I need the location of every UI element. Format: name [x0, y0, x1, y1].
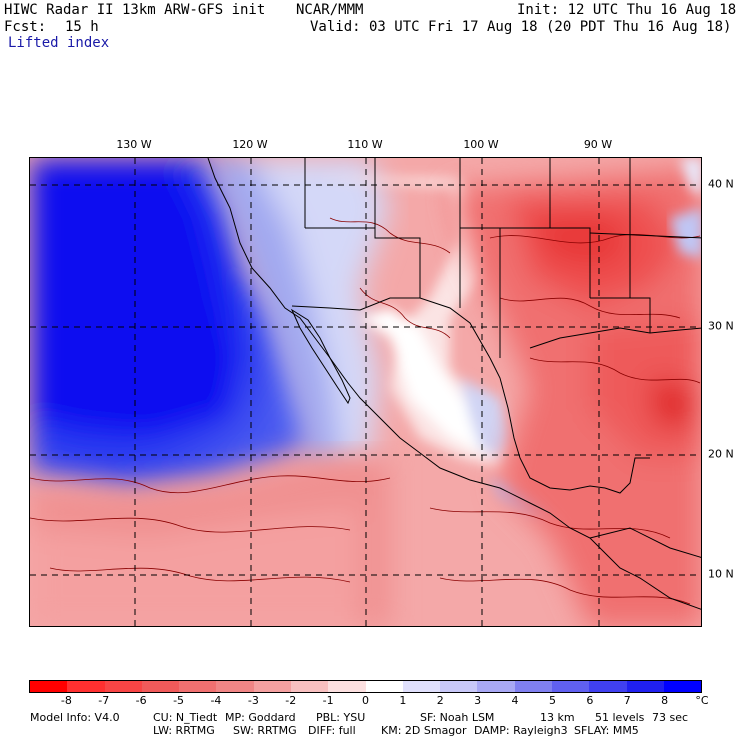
li-contours: [30, 217, 701, 605]
field-name: Lifted index: [8, 35, 110, 51]
lifted-index-map: [29, 157, 702, 627]
lon-label: 120 W: [232, 138, 268, 151]
footer-damp: DAMP: Rayleigh3: [474, 724, 568, 737]
colorbar-swatch: [514, 681, 552, 692]
colorbar-swatch: [365, 681, 403, 692]
footer-model: Model Info: V4.0: [30, 711, 120, 724]
colorbar-swatch: [551, 681, 590, 692]
colorbar-swatch: [141, 681, 180, 692]
colorbar-tick: 2: [436, 694, 444, 707]
map-canvas: [30, 158, 701, 626]
colorbar-tick: -8: [60, 694, 72, 707]
colorbar-swatch: [290, 681, 329, 692]
colorbar-tick: -4: [210, 694, 222, 707]
lon-label: 100 W: [463, 138, 499, 151]
colorbar-swatch: [253, 681, 291, 692]
lat-label: 10 N: [708, 567, 734, 581]
footer-lw: LW: RRTMG: [153, 724, 215, 737]
colorbar-tick: 4: [511, 694, 519, 707]
footer-sw: SW: RRTMG: [233, 724, 297, 737]
footer-levels: 51 levels: [595, 711, 645, 724]
colorbar-tick: 3: [474, 694, 482, 707]
graticule: [30, 158, 701, 626]
colorbar-tick: -3: [247, 694, 259, 707]
colorbar-swatch: [402, 681, 441, 692]
footer-sf: SF: Noah LSM: [420, 711, 495, 724]
coastal-transition: [205, 158, 390, 463]
colorbar-swatch: [104, 681, 142, 692]
colorbar-swatch: [67, 681, 105, 692]
footer-cu: CU: N_Tiedt: [153, 711, 218, 724]
lon-label: 90 W: [583, 138, 613, 151]
ocean-stable-region: [30, 158, 320, 488]
colorbar-tick: 0: [362, 694, 369, 707]
forecast-label: Fcst:: [4, 19, 47, 35]
coastlines-borders: [207, 158, 701, 610]
init-time: Init: 12 UTC Thu 16 Aug 18: [517, 2, 737, 18]
colorbar-swatch: [626, 681, 664, 692]
colorbar-swatch: [216, 681, 254, 692]
footer-sflay: SFLAY: MM5: [574, 724, 639, 737]
land-neutral-region: [320, 178, 560, 518]
colorbar-swatch: [440, 681, 478, 692]
lat-label: 20 N: [708, 447, 734, 461]
colorbar-tick: 5: [548, 694, 556, 707]
colorbar-swatch: [589, 681, 627, 692]
footer-pbl: PBL: YSU: [316, 711, 366, 724]
footer-mp: MP: Goddard: [225, 711, 296, 724]
lon-label: 130 W: [116, 138, 152, 151]
colorbar-swatch: [663, 681, 702, 692]
colorbar-tick: 8: [661, 694, 669, 707]
footer-diff: DIFF: full: [308, 724, 356, 737]
colorbar-swatch: [30, 681, 68, 692]
lat-label: 40 N: [708, 177, 734, 191]
map-org: NCAR/MMM: [296, 2, 364, 18]
map-title: HIWC Radar II 13km ARW-GFS init: [4, 2, 266, 18]
colorbar-swatch: [477, 681, 515, 692]
colorbar-tick: 1: [399, 694, 407, 707]
eastern-unstable-region: [450, 168, 701, 626]
forecast-hour: 15 h: [65, 19, 99, 35]
colorbar-tick: 7: [623, 694, 631, 707]
footer-km: KM: 2D Smagor: [381, 724, 467, 737]
colorbar-swatch: [328, 681, 366, 692]
northeast-stable-patch: [670, 158, 701, 258]
tropical-unstable-band: [30, 458, 390, 626]
colorbar-tick: -7: [98, 694, 110, 707]
colorbar-tick: 6: [586, 694, 594, 707]
colorbar-tick: -2: [285, 694, 297, 707]
colorbar-swatch: [179, 681, 217, 692]
footer-res: 13 km: [540, 711, 575, 724]
colorbar-tick: -5: [173, 694, 185, 707]
colorbar-tick: -6: [135, 694, 147, 707]
footer-dt: 73 sec: [652, 711, 689, 724]
colorbar-tick: -1: [322, 694, 334, 707]
lon-label: 110 W: [347, 138, 383, 151]
lat-label: 30 N: [708, 319, 734, 333]
valid-time: Valid: 03 UTC Fri 17 Aug 18 (20 PDT Thu …: [310, 19, 732, 35]
colorbar-unit: °C: [695, 694, 709, 707]
colorbar: [29, 680, 702, 693]
